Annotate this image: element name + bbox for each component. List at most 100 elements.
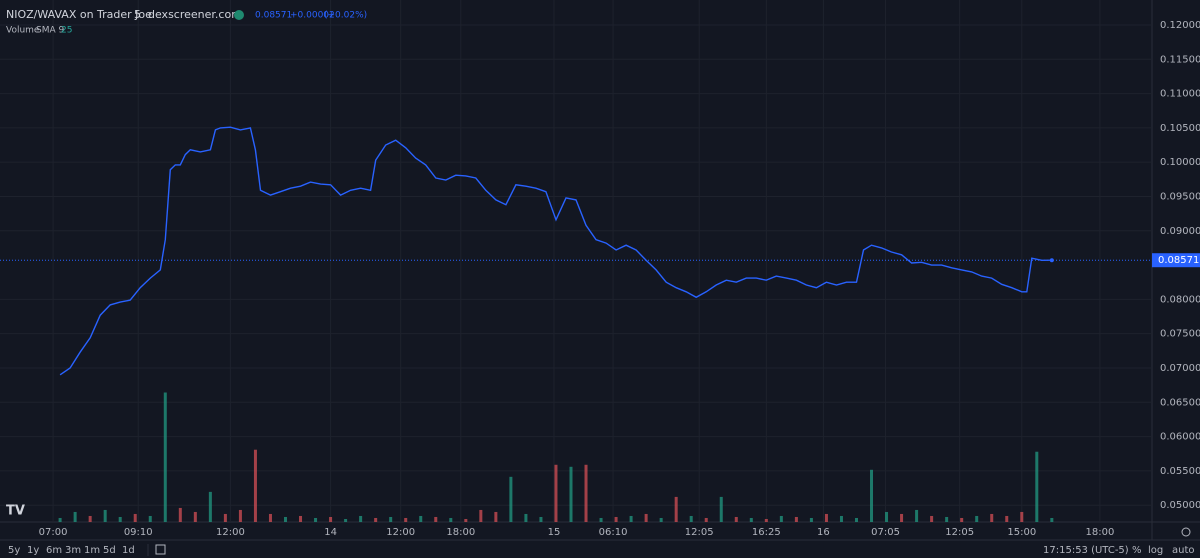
clock: 17:15:53 (UTC-5) [1043,545,1129,556]
range-button[interactable]: 1y [27,545,39,556]
range-button[interactable]: 3m [65,545,81,556]
volume-bar [719,496,723,522]
volume-bar [764,518,768,522]
volume-bar [990,513,994,522]
volume-bar [599,517,603,522]
calendar-icon[interactable] [155,544,166,555]
volume-bar [674,496,678,522]
volume-bar [734,516,738,522]
volume-bar [268,513,272,522]
x-tick-label: 12:05 [945,527,974,538]
volume-bar [253,449,257,522]
scale-option[interactable]: % [1132,545,1142,556]
volume-bar [779,515,783,522]
volume-bar [569,466,573,522]
volume-bar [103,509,107,522]
change: +0.00002 [290,11,335,21]
volume-bar [689,515,693,522]
y-tick-label: 0.10500 [1160,123,1200,134]
volume-bar [554,464,558,522]
volume-bar [1020,511,1024,522]
x-tick-label: 14 [324,527,337,538]
range-button[interactable]: 1d [122,545,135,556]
volume-bar [238,509,242,522]
volume-bar [133,513,137,522]
volume-bar [539,516,543,522]
volume-bar [1035,451,1039,522]
volume-label: Volume [6,26,40,36]
volume-bar [1005,515,1009,522]
volume-bar [870,469,874,522]
x-tick-label: 15 [548,527,561,538]
volume [58,392,1054,522]
volume-bar [374,517,378,522]
y-tick-label: 0.11000 [1160,89,1200,100]
scale-option[interactable]: log [1148,545,1163,556]
volume-bar [945,516,949,522]
volume-bar [88,515,92,522]
volume-bar [975,515,979,522]
volume-bar [193,511,197,522]
volume-bar [118,516,122,522]
scale-option[interactable]: auto [1172,545,1195,556]
volume-bar [809,517,813,522]
y-tick-label: 0.05000 [1160,500,1200,511]
volume-bar [163,392,167,522]
grid [0,0,1152,522]
y-tick-label: 0.12000 [1160,20,1200,31]
x-tick-label: 07:00 [39,527,68,538]
volume-bar [389,516,393,522]
volume-bar [704,517,708,522]
plot [0,126,1152,376]
volume-bar [329,516,333,522]
volume-bar [509,476,513,522]
source: dexscreener.com [148,8,242,21]
volume-bar [148,515,152,522]
volume-bar [839,515,843,522]
volume-bar [404,517,408,522]
logo: TV [6,504,25,519]
volume-bar [344,518,348,522]
volume-bar [299,515,303,522]
x-tick-label: 18:00 [1085,527,1114,538]
settings-icon[interactable] [1181,527,1191,537]
range-button[interactable]: 6m [46,545,62,556]
x-tick-label: 12:00 [216,527,245,538]
range-button[interactable]: 5y [8,545,20,556]
volume-bar [58,517,62,522]
y-tick-label: 0.06000 [1160,432,1200,443]
last-price-box [1152,253,1200,268]
change-pct: (+0.02%) [324,11,367,21]
volume-bar [854,517,858,522]
y-tick-label: 0.10000 [1160,157,1200,168]
volume-bar [614,516,618,522]
volume-bar [824,513,828,522]
x-tick-label: 09:10 [124,527,153,538]
y-tick-label: 0.06500 [1160,397,1200,408]
volume-bar [930,515,934,522]
toolbar: 5y 1y 6m 3m 1m 5d 1d 17:15:53 (UTC-5)% log auto [8,527,1195,556]
volume-bar [524,513,528,522]
volume-bar [584,464,588,522]
sma-value: 25 [61,26,72,36]
x-tick-label: 16 [817,527,830,538]
x-tick-label: 07:05 [871,527,900,538]
range-button[interactable]: 1m [84,545,100,556]
range-button[interactable]: 5d [103,545,116,556]
volume-bar [749,517,753,522]
x-tick-label: 12:00 [386,527,415,538]
y-tick-label: 0.07000 [1160,363,1200,374]
volume-bar [419,515,423,522]
x-tick-label: 06:10 [599,527,628,538]
x-tick-label: 18:00 [446,527,475,538]
volume-bar [644,513,648,522]
volume-bar [283,516,287,522]
volume-bar [178,507,182,522]
volume-bar [1050,517,1054,522]
y-tick-label: 0.07500 [1160,329,1200,340]
volume-bar [449,517,453,522]
interval: 5 [134,8,141,21]
